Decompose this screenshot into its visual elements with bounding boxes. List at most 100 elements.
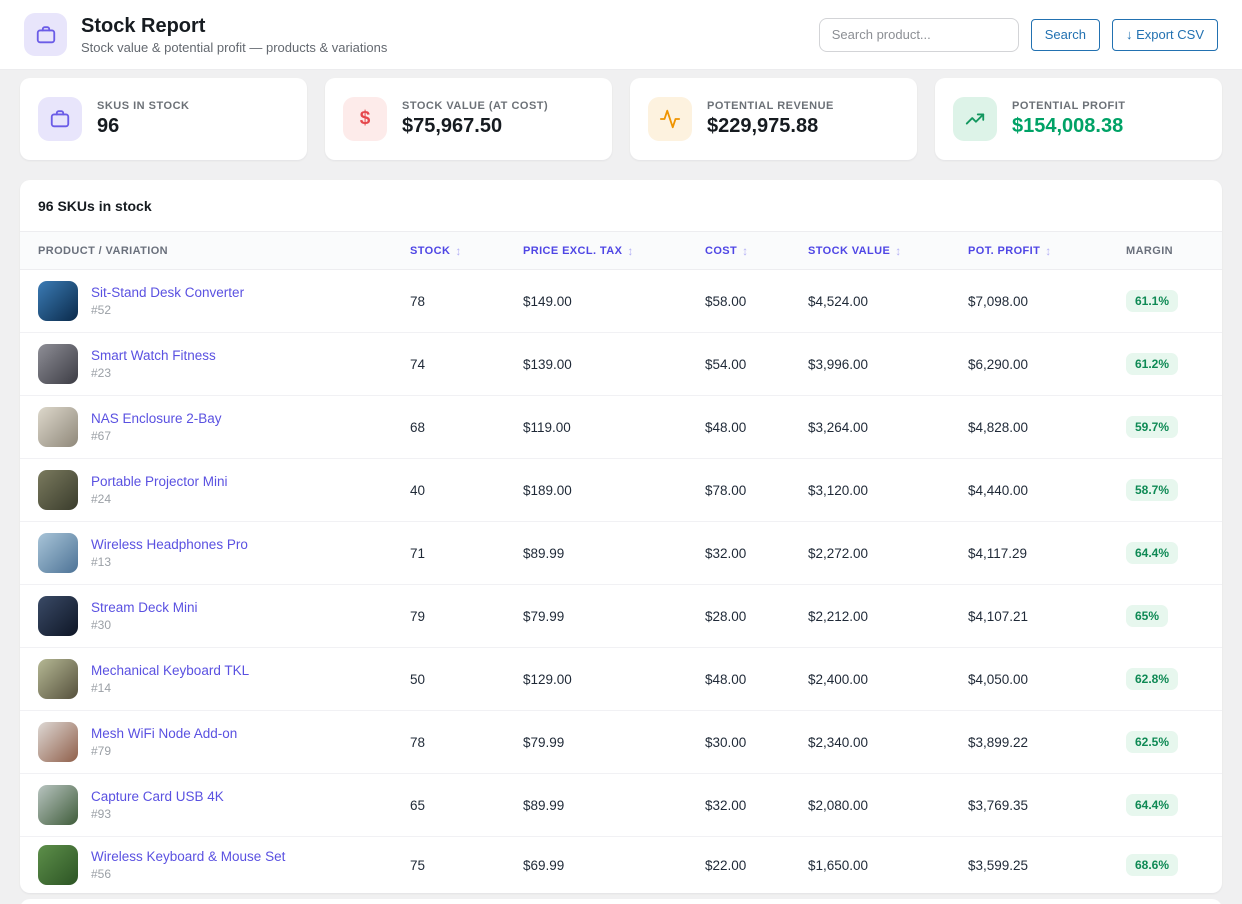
table-panel-title: 96 SKUs in stock bbox=[20, 180, 1222, 232]
margin-badge: 65% bbox=[1126, 605, 1169, 627]
page-header: Stock Report Stock value & potential pro… bbox=[0, 0, 1242, 70]
stat-card-stock-value: $ STOCK VALUE (AT COST) $75,967.50 bbox=[325, 78, 612, 160]
stats-row: SKUS IN STOCK 96 $ STOCK VALUE (AT COST)… bbox=[20, 78, 1222, 160]
search-input[interactable] bbox=[818, 17, 1019, 52]
product-link[interactable]: Wireless Headphones Pro bbox=[91, 536, 248, 552]
column-header-stock-value[interactable]: STOCK VALUE ↕ bbox=[808, 243, 902, 258]
search-button[interactable]: Search bbox=[1030, 18, 1100, 51]
table-header-row: PRODUCT / VARIATION STOCK ↕ PRICE EXCL. TAX… bbox=[20, 232, 1222, 270]
product-id: #23 bbox=[91, 366, 112, 381]
stat-value: $154,008.38 bbox=[1012, 115, 1124, 137]
product-link[interactable]: Stream Deck Mini bbox=[91, 599, 198, 615]
column-header-price-excl-tax[interactable]: PRICE EXCL. TAX ↕ bbox=[523, 243, 634, 258]
table-row: Portable Projector Mini #24 40 $189.00 $… bbox=[20, 459, 1222, 522]
stock-value-cell: $2,272.00 bbox=[808, 545, 869, 561]
price-cell: $79.99 bbox=[523, 608, 565, 624]
product-link[interactable]: Wireless Keyboard & Mouse Set bbox=[91, 848, 286, 864]
cost-cell: $32.00 bbox=[705, 545, 747, 561]
cost-cell: $48.00 bbox=[705, 671, 747, 687]
stock-value-cell: $2,212.00 bbox=[808, 608, 869, 624]
margin-badge: 61.1% bbox=[1126, 290, 1179, 312]
product-thumbnail bbox=[38, 845, 78, 885]
activity-icon bbox=[648, 97, 692, 141]
price-cell: $69.99 bbox=[523, 857, 565, 873]
product-link[interactable]: Smart Watch Fitness bbox=[91, 347, 216, 363]
cost-cell: $58.00 bbox=[705, 293, 747, 309]
product-id: #52 bbox=[91, 303, 112, 318]
stat-value: $229,975.88 bbox=[707, 115, 819, 137]
stat-value: $75,967.50 bbox=[402, 115, 503, 137]
margin-badge: 62.5% bbox=[1126, 731, 1179, 753]
sort-icon: ↕ bbox=[742, 243, 749, 258]
page-title: Stock Report bbox=[81, 15, 206, 37]
product-id: #67 bbox=[91, 429, 112, 444]
stat-label: POTENTIAL REVENUE bbox=[707, 100, 834, 112]
sort-icon: ↕ bbox=[627, 243, 634, 258]
product-link[interactable]: Mesh WiFi Node Add-on bbox=[91, 725, 238, 741]
product-thumbnail bbox=[38, 470, 78, 510]
product-link[interactable]: Mechanical Keyboard TKL bbox=[91, 662, 250, 678]
stock-cell: 78 bbox=[410, 293, 426, 309]
sort-icon: ↕ bbox=[895, 243, 902, 258]
briefcase-icon bbox=[38, 97, 82, 141]
stock-value-cell: $3,996.00 bbox=[808, 356, 869, 372]
product-link[interactable]: NAS Enclosure 2-Bay bbox=[91, 410, 222, 426]
price-cell: $139.00 bbox=[523, 356, 572, 372]
margin-badge: 64.4% bbox=[1126, 794, 1179, 816]
product-id: #79 bbox=[91, 744, 112, 759]
column-header-product-variation: PRODUCT / VARIATION bbox=[38, 244, 169, 257]
product-thumbnail bbox=[38, 722, 78, 762]
pot-profit-cell: $3,899.22 bbox=[968, 734, 1029, 750]
cost-cell: $30.00 bbox=[705, 734, 747, 750]
stock-value-cell: $2,340.00 bbox=[808, 734, 869, 750]
pot-profit-cell: $4,828.00 bbox=[968, 419, 1029, 435]
column-header-cost[interactable]: COST ↕ bbox=[705, 243, 749, 258]
pot-profit-cell: $4,050.00 bbox=[968, 671, 1029, 687]
export-csv-button[interactable]: ↓ Export CSV bbox=[1111, 18, 1218, 51]
stock-cell: 79 bbox=[410, 608, 426, 624]
column-header-pot-profit[interactable]: POT. PROFIT ↕ bbox=[968, 243, 1052, 258]
cost-cell: $48.00 bbox=[705, 419, 747, 435]
stat-label: STOCK VALUE (AT COST) bbox=[402, 100, 549, 112]
product-id: #30 bbox=[91, 618, 112, 633]
product-thumbnail bbox=[38, 785, 78, 825]
price-cell: $89.99 bbox=[523, 797, 565, 813]
product-thumbnail bbox=[38, 659, 78, 699]
stat-label: SKUS IN STOCK bbox=[97, 100, 190, 112]
pot-profit-cell: $4,117.29 bbox=[968, 545, 1028, 561]
stock-table-panel: 96 SKUs in stock PRODUCT / VARIATION STOC… bbox=[20, 180, 1222, 893]
cost-cell: $54.00 bbox=[705, 356, 747, 372]
stock-cell: 75 bbox=[410, 857, 426, 873]
pot-profit-cell: $3,769.35 bbox=[968, 797, 1029, 813]
margin-badge: 62.8% bbox=[1126, 668, 1179, 690]
product-id: #14 bbox=[91, 681, 112, 696]
price-cell: $189.00 bbox=[523, 482, 572, 498]
stock-cell: 78 bbox=[410, 734, 426, 750]
stat-label: POTENTIAL PROFIT bbox=[1012, 100, 1126, 112]
price-cell: $79.99 bbox=[523, 734, 565, 750]
price-cell: $119.00 bbox=[523, 419, 571, 435]
stock-value-cell: $3,120.00 bbox=[808, 482, 869, 498]
column-header-margin: MARGIN bbox=[1126, 244, 1174, 257]
stat-card-potential-profit: POTENTIAL PROFIT $154,008.38 bbox=[935, 78, 1222, 160]
product-id: #24 bbox=[91, 492, 112, 507]
table-row: Wireless Headphones Pro #13 71 $89.99 $3… bbox=[20, 522, 1222, 585]
pot-profit-cell: $7,098.00 bbox=[968, 293, 1029, 309]
stock-cell: 68 bbox=[410, 419, 426, 435]
table-row: Sit-Stand Desk Converter #52 78 $149.00 … bbox=[20, 270, 1222, 333]
sort-icon: ↕ bbox=[1045, 243, 1052, 258]
product-link[interactable]: Sit-Stand Desk Converter bbox=[91, 284, 245, 300]
product-thumbnail bbox=[38, 281, 78, 321]
price-cell: $129.00 bbox=[523, 671, 572, 687]
price-cell: $89.99 bbox=[523, 545, 565, 561]
column-header-stock[interactable]: STOCK ↕ bbox=[410, 243, 462, 258]
cost-cell: $22.00 bbox=[705, 857, 747, 873]
product-link[interactable]: Portable Projector Mini bbox=[91, 473, 228, 489]
stock-cell: 50 bbox=[410, 671, 426, 687]
product-link[interactable]: Capture Card USB 4K bbox=[91, 788, 224, 804]
table-row: Wireless Keyboard & Mouse Set #56 75 $69… bbox=[20, 837, 1222, 893]
product-thumbnail bbox=[38, 596, 78, 636]
cost-cell: $78.00 bbox=[705, 482, 747, 498]
stock-cell: 65 bbox=[410, 797, 426, 813]
margin-badge: 58.7% bbox=[1126, 479, 1179, 501]
